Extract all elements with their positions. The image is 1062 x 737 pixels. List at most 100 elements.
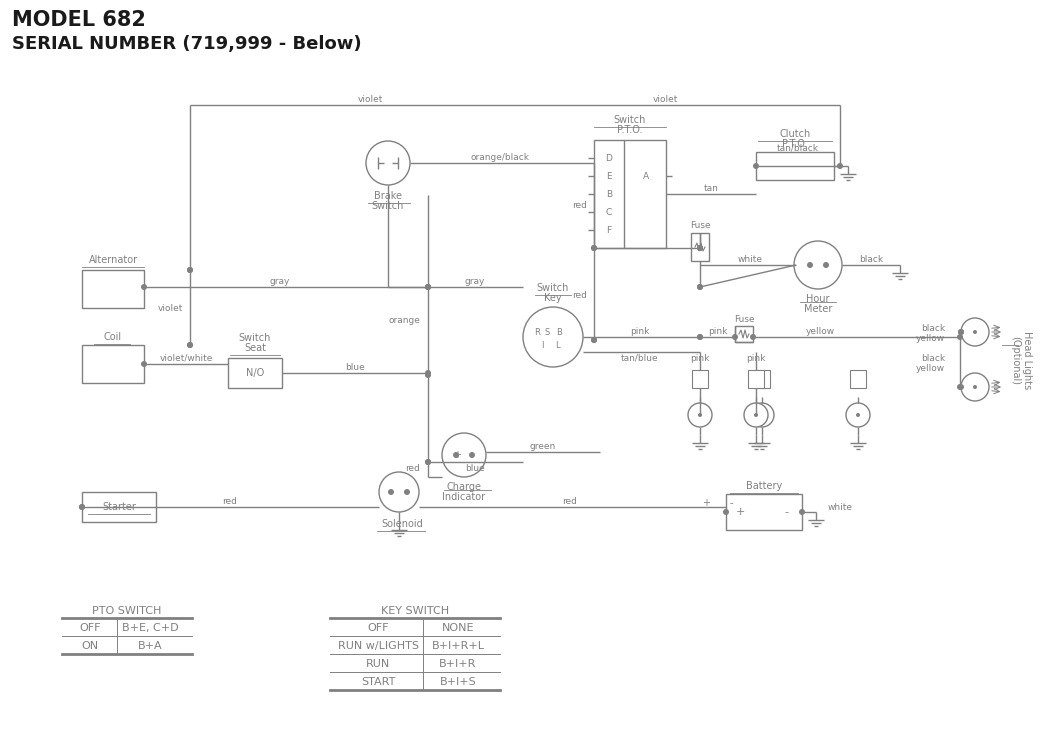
Text: MODEL 682: MODEL 682	[12, 10, 145, 30]
Circle shape	[957, 334, 963, 340]
Circle shape	[79, 504, 85, 510]
Circle shape	[453, 452, 459, 458]
Circle shape	[697, 284, 703, 290]
Text: Hour: Hour	[806, 294, 829, 304]
Text: B: B	[606, 189, 612, 198]
Text: Switch: Switch	[372, 201, 405, 211]
Circle shape	[425, 284, 431, 290]
Text: red: red	[572, 290, 587, 299]
Circle shape	[957, 384, 963, 390]
Text: violet: violet	[652, 94, 678, 103]
Text: green: green	[530, 441, 556, 450]
Text: Head Lights
(Optional): Head Lights (Optional)	[1010, 331, 1031, 389]
Text: -: -	[469, 450, 473, 460]
Text: Indicator: Indicator	[443, 492, 485, 502]
Text: pink: pink	[631, 326, 650, 335]
Text: yellow: yellow	[915, 363, 945, 372]
Text: N/O: N/O	[246, 368, 264, 378]
Circle shape	[961, 373, 989, 401]
Text: ON: ON	[82, 641, 99, 651]
Bar	[748, 370, 764, 388]
Text: B+A: B+A	[138, 641, 162, 651]
Circle shape	[697, 284, 703, 290]
Text: KEY SWITCH: KEY SWITCH	[381, 606, 449, 616]
Text: A: A	[643, 172, 649, 181]
Circle shape	[469, 452, 475, 458]
Circle shape	[799, 509, 805, 515]
Circle shape	[760, 413, 764, 417]
Circle shape	[379, 472, 419, 512]
Circle shape	[697, 245, 703, 251]
Text: violet/white: violet/white	[159, 354, 212, 363]
Circle shape	[973, 330, 977, 334]
Text: RUN: RUN	[366, 659, 390, 669]
Circle shape	[750, 403, 774, 427]
Bar	[726, 494, 802, 530]
Text: Charge: Charge	[446, 482, 481, 492]
Circle shape	[425, 459, 431, 465]
Text: I: I	[541, 340, 544, 349]
Bar	[754, 370, 770, 388]
Text: Seat: Seat	[244, 343, 266, 353]
Text: orange: orange	[388, 315, 419, 324]
Text: NONE: NONE	[442, 623, 475, 633]
Circle shape	[856, 413, 860, 417]
Circle shape	[688, 403, 712, 427]
Text: violet: violet	[157, 304, 183, 312]
Text: SERIAL NUMBER (719,999 - Below): SERIAL NUMBER (719,999 - Below)	[12, 35, 362, 53]
Circle shape	[750, 334, 756, 340]
Text: D: D	[605, 153, 613, 162]
Bar	[228, 358, 282, 388]
Text: +: +	[702, 498, 710, 508]
Text: B+E, C+D: B+E, C+D	[122, 623, 178, 633]
Text: Battery: Battery	[746, 481, 782, 491]
Text: pink: pink	[708, 326, 727, 335]
Text: gray: gray	[270, 276, 290, 285]
Text: +: +	[453, 450, 461, 460]
Circle shape	[187, 267, 193, 273]
Circle shape	[754, 413, 758, 417]
Circle shape	[958, 329, 964, 335]
Circle shape	[823, 262, 829, 268]
Circle shape	[141, 284, 147, 290]
Bar	[82, 492, 156, 522]
Text: P.T.O.: P.T.O.	[783, 139, 808, 149]
Text: white: white	[737, 254, 763, 264]
Text: B+I+R+L: B+I+R+L	[431, 641, 484, 651]
Text: Meter: Meter	[804, 304, 833, 314]
Text: L: L	[554, 340, 560, 349]
Text: B+I+S: B+I+S	[440, 677, 477, 687]
Text: Fuse: Fuse	[734, 315, 754, 324]
Text: gray: gray	[465, 276, 485, 285]
Text: Switch: Switch	[536, 283, 569, 293]
Circle shape	[590, 337, 597, 343]
Text: OFF: OFF	[80, 623, 101, 633]
Text: Brake: Brake	[374, 191, 402, 201]
Text: red: red	[405, 464, 419, 472]
Text: tan/black: tan/black	[777, 144, 819, 153]
Text: pink: pink	[747, 354, 766, 363]
Text: +: +	[735, 507, 744, 517]
Text: blue: blue	[345, 363, 365, 371]
Circle shape	[697, 334, 703, 340]
Circle shape	[837, 163, 843, 169]
Text: red: red	[223, 497, 238, 506]
Text: Clutch: Clutch	[780, 129, 810, 139]
Text: tan: tan	[703, 184, 718, 192]
Text: black: black	[921, 324, 945, 332]
Circle shape	[590, 245, 597, 251]
Text: F: F	[606, 226, 612, 234]
Text: red: red	[572, 200, 587, 209]
Text: Fuse: Fuse	[689, 220, 710, 229]
Text: Solenoid: Solenoid	[381, 519, 423, 529]
Circle shape	[442, 433, 486, 477]
Text: S: S	[545, 327, 550, 337]
Circle shape	[523, 307, 583, 367]
Text: -: -	[784, 507, 788, 517]
Circle shape	[846, 403, 870, 427]
Circle shape	[698, 413, 702, 417]
Bar	[756, 152, 834, 180]
Circle shape	[732, 334, 738, 340]
Text: black: black	[921, 354, 945, 363]
Text: white: white	[828, 503, 853, 511]
